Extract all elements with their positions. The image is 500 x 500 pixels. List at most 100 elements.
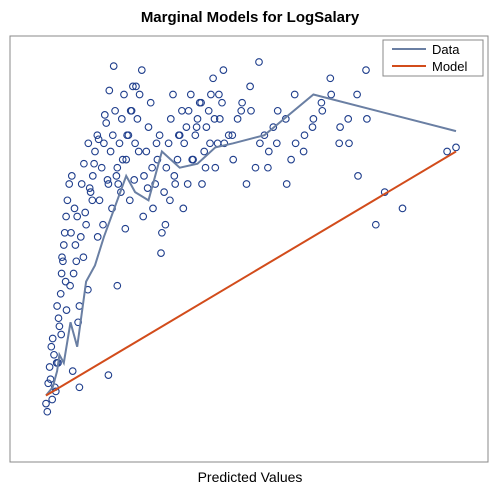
scatter-point [299, 147, 308, 156]
scatter-point [317, 98, 326, 107]
scatter-point [178, 106, 186, 115]
scatter-point [211, 163, 220, 172]
scatter-point [42, 399, 50, 408]
scatter-point [106, 147, 115, 156]
scatter-point [130, 176, 139, 184]
scatter-point [112, 172, 121, 180]
scatter-point [215, 115, 224, 123]
scatter-point [100, 111, 109, 119]
scatter-point [140, 172, 148, 180]
scatter-point [103, 176, 112, 184]
scatter-point [133, 115, 142, 123]
scatter-point [233, 115, 242, 123]
plot-frame [9, 35, 489, 463]
scatter-point [59, 257, 67, 266]
scatter-point [206, 139, 214, 148]
scatter-point [184, 106, 193, 115]
scatter-point [97, 163, 106, 172]
scatter-point [308, 123, 317, 131]
model-line [45, 150, 457, 397]
scatter-point [127, 106, 136, 115]
scatter-point [180, 139, 189, 148]
scatter-point [132, 82, 140, 91]
scatter-point [264, 147, 273, 156]
scatter-point [179, 204, 188, 213]
scatter-point [219, 66, 228, 74]
scatter-point [353, 90, 361, 99]
scatter-point [113, 163, 122, 172]
legend-label-model: Model [432, 59, 468, 74]
scatter-point [215, 90, 223, 99]
scatter-point [76, 233, 85, 241]
scatter-point [174, 131, 183, 140]
scatter-point [269, 123, 278, 131]
scatter-point [129, 82, 137, 91]
scatter-point [72, 257, 81, 266]
scatter-point [117, 115, 126, 123]
scatter-point [81, 208, 90, 217]
scatter-point [197, 98, 205, 107]
scatter-point [44, 379, 53, 388]
scatter-point [326, 74, 335, 83]
scatter-point [398, 204, 407, 213]
x-axis-label: Predicted Values [197, 469, 303, 485]
scatter-point [155, 131, 164, 140]
scatter-point [75, 383, 84, 392]
scatter-point [86, 188, 95, 196]
scatter-point [169, 90, 177, 99]
scatter-point [237, 106, 246, 115]
scatter-point [123, 131, 131, 140]
scatter-point [113, 281, 122, 290]
scatter-point [166, 115, 175, 123]
scatter-point [93, 233, 102, 241]
scatter-point [327, 90, 336, 99]
scatter-point [71, 241, 80, 249]
scatter-point [122, 155, 131, 164]
scatter-point [290, 90, 299, 99]
scatter-point [77, 180, 86, 188]
scatter-point [309, 115, 318, 123]
scatter-point [201, 163, 210, 172]
scatter-point [161, 220, 170, 229]
scatter-point [104, 371, 113, 379]
scatter-point [344, 115, 353, 123]
scatter-point [56, 289, 65, 298]
scatter-point [114, 180, 123, 188]
scatter-point [69, 269, 78, 278]
legend-box [382, 39, 484, 77]
scatter-point [62, 212, 70, 221]
scatter-point [143, 184, 152, 192]
scatter-point [43, 407, 52, 416]
scatter-point [452, 143, 460, 152]
scatter-point [142, 147, 151, 156]
scatter-point [70, 204, 79, 213]
scatter-point [160, 188, 168, 196]
scatter-point [79, 253, 88, 262]
scatter-point [102, 119, 111, 127]
scatter-point [99, 220, 107, 229]
scatter-point [67, 228, 75, 237]
scatter-point [111, 106, 119, 115]
scatter-point [255, 58, 263, 66]
data-line [45, 93, 457, 397]
scatter-point [188, 155, 197, 164]
scatter-point [173, 155, 182, 164]
scatter-point [80, 159, 88, 168]
scatter-point [85, 184, 94, 192]
scatter-point [47, 342, 56, 351]
scatter-point [170, 172, 179, 180]
scatter-point [62, 306, 71, 314]
scatter-point [48, 334, 57, 343]
scatter-point [93, 131, 102, 140]
scatter-point [210, 115, 219, 123]
scatter-point [100, 139, 108, 148]
scatter-point [90, 159, 98, 168]
scatter-point [220, 139, 229, 148]
scatter-point [191, 131, 200, 140]
scatter-point [57, 330, 66, 339]
scatter-point [57, 269, 66, 278]
scatter-point [162, 163, 171, 172]
scatter-point [134, 147, 143, 156]
scatter-point [151, 180, 160, 188]
scatter-point [118, 155, 127, 164]
